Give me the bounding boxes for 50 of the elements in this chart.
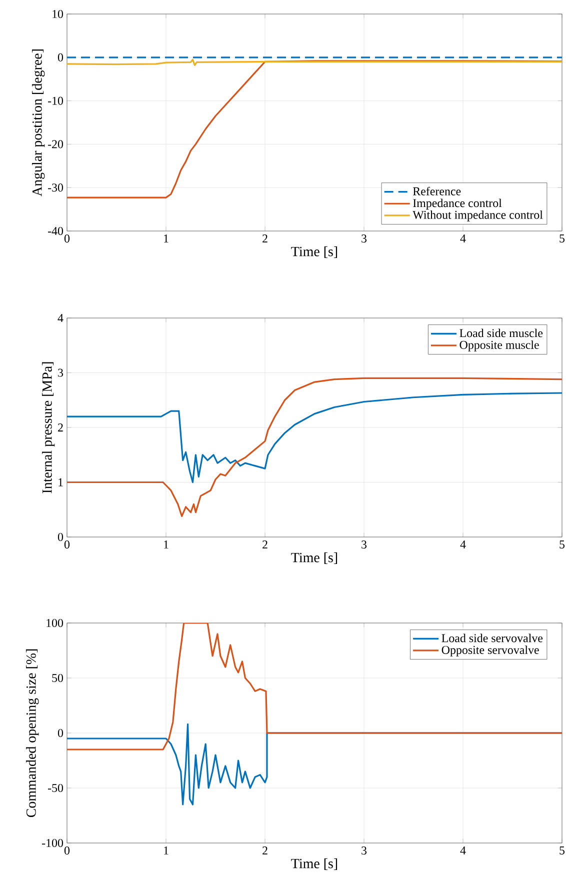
legend-label: Without impedance control [412,210,543,222]
legend-label: Load side servovalve [442,634,543,642]
y-axis-title: Commanded opening size [%] [26,649,39,818]
y-tick-label: 0 [58,728,64,738]
x-tick-label: 1 [164,234,168,242]
y-tick-label: 4 [58,314,64,322]
x-axis-title: Time [s] [291,246,338,258]
y-tick-label: 0 [58,53,64,62]
x-tick-label: 3 [362,234,367,243]
legend-label: Opposite muscle [460,340,539,352]
legend-label: Reference [412,186,461,196]
x-tick-label: 3 [362,846,367,855]
x-tick-label: 2 [262,846,268,854]
x-tick-label: 5 [560,540,565,548]
y-tick-label: 1 [58,478,63,486]
y-tick-label: 100 [46,618,64,628]
x-tick-label: 0 [64,540,70,549]
x-tick-label: 0 [64,234,70,243]
y-tick-label: -20 [48,140,64,148]
x-axis-title: Time [s] [291,552,338,564]
legend-label: Load side muscle [460,328,543,338]
y-tick-label: 10 [52,10,64,18]
x-tick-label: 3 [362,540,367,549]
x-tick-label: 2 [262,540,268,548]
legend-label: Impedance control [413,198,502,210]
x-tick-label: 4 [460,234,466,242]
y-tick-label: -10 [48,96,64,105]
line-series [67,623,562,750]
y-tick-label: 50 [52,674,64,682]
y-tick-label: -50 [48,784,64,792]
y-axis-title: Angular postition [degree] [32,50,45,196]
x-tick-label: 4 [460,540,466,548]
legend-label: Opposite servovalve [442,646,539,656]
y-tick-label: 3 [58,368,64,377]
x-tick-label: 5 [560,234,565,242]
y-tick-label: 0 [58,532,64,542]
x-tick-label: 2 [262,234,268,242]
x-tick-label: 4 [460,846,466,854]
line-series [67,392,562,484]
x-tick-label: 0 [64,846,70,855]
x-tick-label: 1 [164,540,168,548]
x-axis-title: Time [s] [291,858,338,870]
x-tick-label: 5 [560,846,565,854]
x-tick-label: 1 [164,846,168,854]
y-axis-title: Internal pressure [MPa] [42,362,55,494]
y-tick-label: -30 [48,184,64,192]
y-tick-label: 2 [58,424,63,432]
y-tick-label: -40 [48,226,64,236]
y-tick-label: -100 [42,838,64,848]
line-series [67,377,562,517]
